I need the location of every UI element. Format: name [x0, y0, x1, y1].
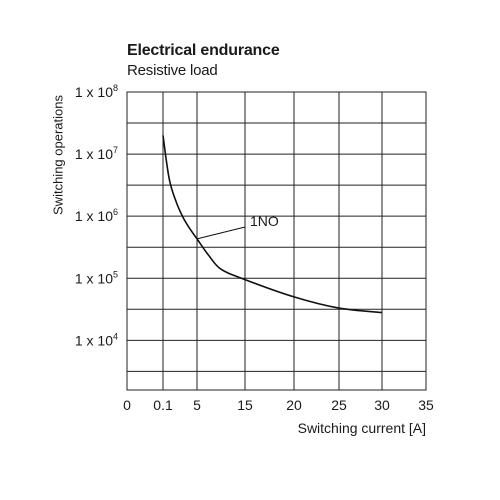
x-tick-label: 15 — [237, 397, 253, 413]
x-tick-label: 35 — [418, 397, 434, 413]
x-tick-label: 30 — [374, 397, 390, 413]
chart-title: Electrical endurance — [127, 42, 280, 59]
y-tick-label: 1 x 105 — [75, 269, 118, 286]
x-tick-label: 25 — [331, 397, 347, 413]
chart-subtitle: Resistive load — [127, 62, 218, 79]
plot-frame — [126, 91, 427, 391]
series-curve-1no — [162, 135, 383, 314]
grid — [127, 92, 426, 390]
series-leader-line — [196, 226, 246, 240]
y-tick-label: 1 x 106 — [75, 207, 118, 224]
y-tick-label: 1 x 108 — [75, 83, 118, 100]
plot-border — [126, 91, 427, 391]
y-tick-label: 1 x 104 — [75, 331, 118, 348]
x-tick-label: 0.1 — [153, 397, 173, 413]
x-tick-label: 5 — [193, 397, 201, 413]
series-label-1no: 1NO — [250, 213, 279, 229]
y-tick-label: 1 x 107 — [75, 145, 118, 162]
x-tick-label: 0 — [123, 397, 131, 413]
annotations: 1NO — [196, 213, 279, 240]
x-tick-label: 20 — [286, 397, 302, 413]
series-curves — [162, 135, 383, 314]
tick-labels: 0 0.1 5 15 20 25 30 35 1 x 108 1 x 107 1 x 106 1 x … — [75, 83, 434, 413]
x-axis-label: Switching current [A] — [297, 420, 426, 436]
